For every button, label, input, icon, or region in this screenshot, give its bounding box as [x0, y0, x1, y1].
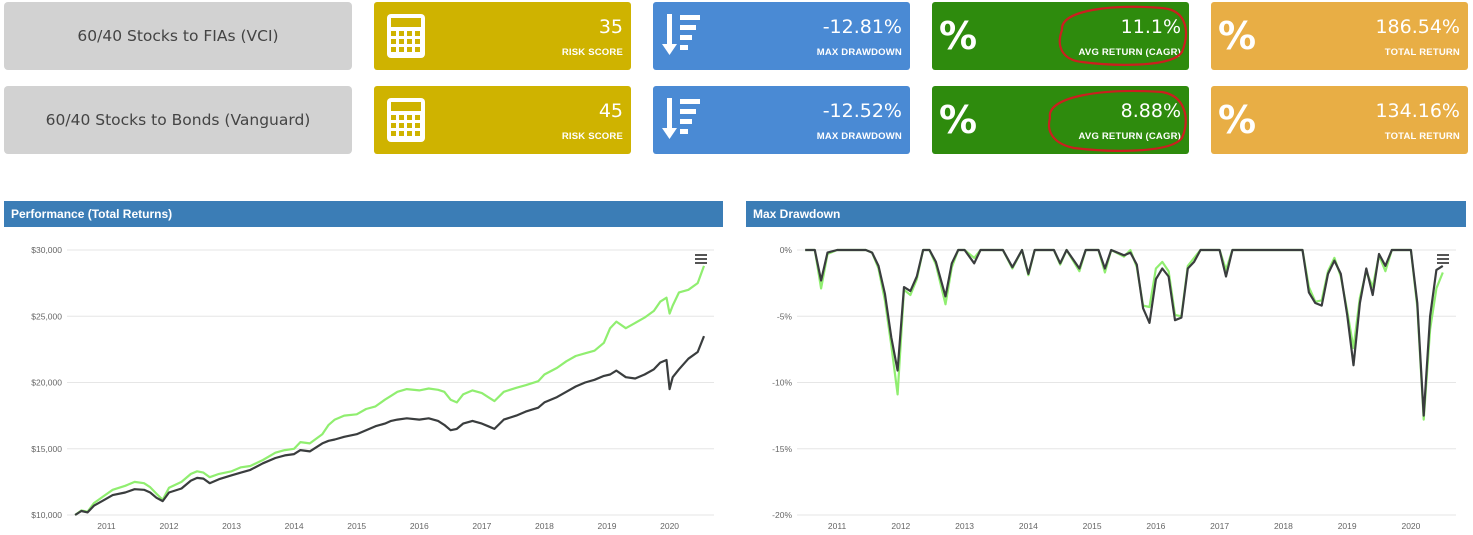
- max-drawdown-card: -12.81% MAX DRAWDOWN: [653, 2, 910, 70]
- x-tick-label: 2013: [955, 521, 974, 530]
- risk-score-value: 45: [598, 100, 623, 122]
- avg-return-card: % 8.88% AVG RETURN (CAGR): [932, 86, 1189, 154]
- calculator-icon: [387, 14, 425, 58]
- total-return-card: % 186.54% TOTAL RETURN: [1211, 2, 1468, 70]
- x-tick-label: 2015: [1083, 521, 1102, 530]
- x-tick-label: 2016: [1146, 521, 1165, 530]
- y-tick-label: $25,000: [31, 311, 62, 321]
- x-tick-label: 2018: [535, 521, 554, 530]
- highlight-circle: [1058, 5, 1188, 66]
- total-return-label: TOTAL RETURN: [1384, 131, 1460, 142]
- y-tick-label: -5%: [777, 311, 793, 321]
- x-tick-label: 2015: [347, 521, 366, 530]
- risk-score-value: 35: [598, 16, 623, 38]
- portfolio-name[interactable]: 60/40 Stocks to Bonds (Vanguard): [4, 86, 352, 154]
- x-tick-label: 2019: [598, 521, 617, 530]
- y-tick-label: $20,000: [31, 378, 62, 388]
- total-return-card: % 134.16% TOTAL RETURN: [1211, 86, 1468, 154]
- percent-icon: %: [1218, 14, 1257, 58]
- calculator-icon: [387, 98, 425, 142]
- max-drawdown-value: -12.81%: [822, 16, 902, 38]
- percent-icon: %: [939, 98, 978, 142]
- y-tick-label: 0%: [780, 245, 793, 255]
- y-tick-label: $15,000: [31, 444, 62, 454]
- x-tick-label: 2011: [97, 521, 116, 530]
- portfolio-name[interactable]: 60/40 Stocks to FIAs (VCI): [4, 2, 352, 70]
- total-return-value: 134.16%: [1375, 100, 1460, 122]
- y-tick-label: -15%: [772, 444, 792, 454]
- y-tick-label: -10%: [772, 378, 792, 388]
- percent-icon: %: [1218, 98, 1257, 142]
- x-tick-label: 2012: [891, 521, 910, 530]
- x-tick-label: 2011: [828, 521, 847, 530]
- series-line-fia: [74, 265, 706, 516]
- avg-return-label: AVG RETURN (CAGR): [1078, 47, 1181, 58]
- avg-return-value: 8.88%: [1120, 100, 1181, 122]
- x-tick-label: 2014: [285, 521, 304, 530]
- risk-score-card: 45 RISK SCORE: [374, 86, 631, 154]
- risk-score-label: RISK SCORE: [561, 47, 623, 58]
- max-drawdown-label: MAX DRAWDOWN: [816, 131, 902, 142]
- x-tick-label: 2020: [660, 521, 679, 530]
- drawdown-chart: 0% -5% -10% -15% -20% 2011 2012 2013 2014 2015 201…: [772, 245, 1456, 530]
- risk-score-card: 35 RISK SCORE: [374, 2, 631, 70]
- y-tick-label: $10,000: [31, 510, 62, 520]
- portfolio-row-1: 60/40 Stocks to FIAs (VCI) 35 RISK SCORE…: [0, 2, 1473, 70]
- avg-return-value: 11.1%: [1120, 16, 1181, 38]
- x-tick-label: 2013: [222, 521, 241, 530]
- performance-panel-header: Performance (Total Returns): [4, 201, 723, 227]
- x-tick-label: 2016: [410, 521, 429, 530]
- sort-descending-icon: [662, 98, 700, 139]
- series-line-bonds: [74, 335, 706, 516]
- drawdown-panel-header: Max Drawdown: [746, 201, 1466, 227]
- hamburger-menu-icon[interactable]: [695, 254, 707, 264]
- avg-return-card: % 11.1% AVG RETURN (CAGR): [932, 2, 1189, 70]
- portfolio-row-2: 60/40 Stocks to Bonds (Vanguard) 45 RISK…: [0, 86, 1473, 154]
- x-tick-label: 2012: [160, 521, 179, 530]
- highlight-circle: [1047, 89, 1187, 152]
- total-return-label: TOTAL RETURN: [1384, 47, 1460, 58]
- y-tick-label: -20%: [772, 510, 792, 520]
- x-tick-label: 2020: [1401, 521, 1420, 530]
- hamburger-menu-icon[interactable]: [1437, 254, 1449, 264]
- max-drawdown-card: -12.52% MAX DRAWDOWN: [653, 86, 910, 154]
- series-line-bonds: [805, 248, 1444, 417]
- sort-descending-icon: [662, 14, 700, 55]
- y-tick-label: $30,000: [31, 245, 62, 255]
- total-return-value: 186.54%: [1375, 16, 1460, 38]
- percent-icon: %: [939, 14, 978, 58]
- risk-score-label: RISK SCORE: [561, 131, 623, 142]
- x-tick-label: 2019: [1338, 521, 1357, 530]
- performance-chart: $10,000 $15,000 $20,000 $25,000 $30,000 2011 2…: [31, 245, 714, 530]
- x-tick-label: 2018: [1274, 521, 1293, 530]
- x-tick-label: 2014: [1019, 521, 1038, 530]
- max-drawdown-label: MAX DRAWDOWN: [816, 47, 902, 58]
- x-tick-label: 2017: [472, 521, 491, 530]
- avg-return-label: AVG RETURN (CAGR): [1078, 131, 1181, 142]
- x-tick-label: 2017: [1210, 521, 1229, 530]
- max-drawdown-value: -12.52%: [822, 100, 902, 122]
